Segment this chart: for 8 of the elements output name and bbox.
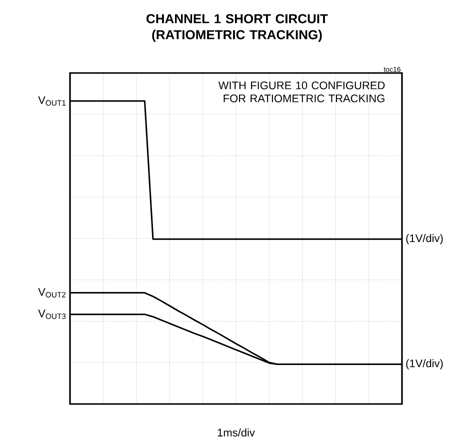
text: (1V/div) <box>406 359 443 370</box>
series-label: V$_{OUT3}$ <box>38 310 66 319</box>
annotation: WITH FIGURE 10 CONFIGURED FOR RATIOMETRIC TRACKING <box>218 82 385 102</box>
text: (1V/div) <box>406 234 443 244</box>
series-label: V$_{OUT2}$ <box>38 288 66 298</box>
series-label: V$_{OUT1}$ <box>38 96 66 106</box>
chart-title: CHANNEL 1 SHORT CIRCUIT (RATIOMETRIC TRACKING) <box>146 14 328 42</box>
x-axis-title: 1ms/div <box>218 428 255 436</box>
